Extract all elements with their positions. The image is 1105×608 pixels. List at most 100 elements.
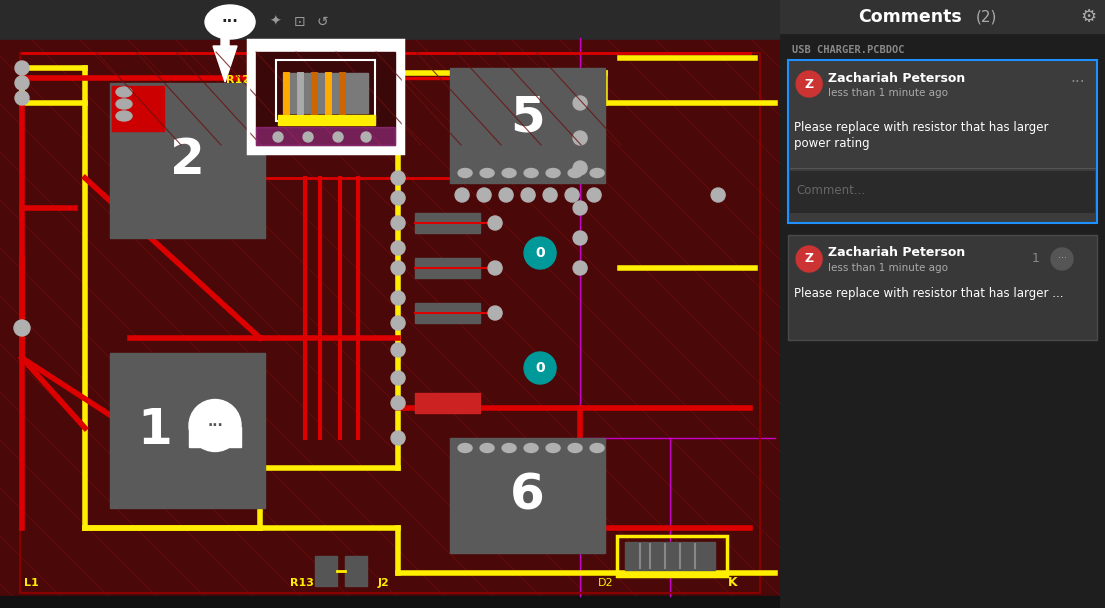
Bar — [112, 86, 164, 131]
Text: 1: 1 — [138, 407, 172, 455]
Text: R12: R12 — [227, 75, 250, 85]
Circle shape — [391, 191, 406, 205]
Ellipse shape — [590, 168, 604, 178]
Circle shape — [573, 231, 587, 245]
Text: ⊡: ⊡ — [294, 15, 306, 29]
Text: Comments: Comments — [859, 8, 962, 26]
Circle shape — [391, 343, 406, 357]
Circle shape — [455, 188, 470, 202]
Circle shape — [333, 132, 343, 142]
Text: less than 1 minute ago: less than 1 minute ago — [828, 88, 948, 98]
Circle shape — [524, 237, 556, 269]
Bar — [315, 556, 337, 586]
Circle shape — [391, 171, 406, 185]
Ellipse shape — [480, 443, 494, 452]
Bar — [0, 0, 780, 40]
Text: 5: 5 — [511, 94, 545, 142]
Bar — [276, 60, 375, 121]
Bar — [283, 73, 368, 113]
Bar — [450, 438, 606, 553]
Text: Zachariah Peterson: Zachariah Peterson — [828, 246, 966, 260]
Text: 2: 2 — [170, 137, 204, 184]
Circle shape — [391, 291, 406, 305]
Ellipse shape — [480, 168, 494, 178]
Circle shape — [391, 396, 406, 410]
Circle shape — [391, 261, 406, 275]
Circle shape — [273, 132, 283, 142]
Text: K: K — [728, 576, 738, 589]
Text: L1: L1 — [24, 578, 39, 588]
Circle shape — [391, 216, 406, 230]
Circle shape — [488, 216, 502, 230]
Circle shape — [712, 188, 725, 202]
Ellipse shape — [546, 443, 560, 452]
Circle shape — [477, 188, 491, 202]
Text: less than 1 minute ago: less than 1 minute ago — [828, 263, 948, 273]
Bar — [278, 115, 375, 125]
Circle shape — [522, 188, 535, 202]
Text: 0: 0 — [535, 361, 545, 375]
Bar — [256, 52, 396, 145]
Circle shape — [391, 241, 406, 255]
Bar — [189, 426, 241, 446]
Bar — [617, 536, 727, 576]
Bar — [788, 235, 1097, 340]
Bar — [625, 542, 715, 570]
Circle shape — [573, 261, 587, 275]
Bar — [450, 68, 606, 183]
Text: Z: Z — [804, 77, 813, 91]
Text: 6: 6 — [511, 471, 545, 519]
Ellipse shape — [568, 168, 582, 178]
Circle shape — [573, 96, 587, 110]
Circle shape — [573, 161, 587, 175]
Text: Please replace with resistor that has larger: Please replace with resistor that has la… — [794, 120, 1049, 134]
Circle shape — [573, 131, 587, 145]
Bar — [256, 127, 396, 145]
Text: power rating: power rating — [794, 137, 870, 150]
Bar — [248, 40, 403, 153]
Ellipse shape — [206, 5, 255, 39]
Bar — [415, 258, 480, 278]
Bar — [0, 596, 780, 608]
Circle shape — [524, 352, 556, 384]
Text: D2: D2 — [598, 578, 613, 588]
Circle shape — [391, 371, 406, 385]
Bar — [415, 213, 480, 233]
Circle shape — [488, 306, 502, 320]
Circle shape — [15, 91, 29, 105]
Text: R13: R13 — [290, 578, 314, 588]
Ellipse shape — [116, 99, 131, 109]
Circle shape — [189, 399, 241, 452]
Text: 1: 1 — [1032, 252, 1040, 266]
Circle shape — [565, 188, 579, 202]
Ellipse shape — [502, 443, 516, 452]
Bar — [248, 40, 403, 153]
Text: ···: ··· — [222, 13, 239, 29]
Bar — [415, 303, 480, 323]
Text: ⚙: ⚙ — [1080, 8, 1096, 26]
Bar — [345, 556, 367, 586]
Ellipse shape — [590, 443, 604, 452]
Text: USB CHARGER.PCBDOC: USB CHARGER.PCBDOC — [792, 45, 905, 55]
Ellipse shape — [116, 111, 131, 121]
Circle shape — [1051, 248, 1073, 270]
Text: ···: ··· — [1071, 75, 1085, 89]
Text: J2: J2 — [378, 578, 390, 588]
Bar — [790, 171, 1095, 213]
Text: Z: Z — [804, 252, 813, 266]
Text: Please replace with resistor that has larger ...: Please replace with resistor that has la… — [794, 288, 1064, 300]
Bar — [788, 60, 1097, 223]
Text: ↺: ↺ — [316, 15, 328, 29]
Ellipse shape — [459, 443, 472, 452]
Ellipse shape — [546, 168, 560, 178]
Circle shape — [488, 261, 502, 275]
Text: ···: ··· — [1057, 253, 1066, 263]
Text: ···: ··· — [207, 418, 223, 432]
Text: Zachariah Peterson: Zachariah Peterson — [828, 72, 966, 85]
Circle shape — [391, 431, 406, 445]
Bar — [110, 353, 265, 508]
Circle shape — [391, 316, 406, 330]
Ellipse shape — [116, 87, 131, 97]
Circle shape — [15, 76, 29, 90]
Text: Comment...: Comment... — [796, 184, 865, 198]
